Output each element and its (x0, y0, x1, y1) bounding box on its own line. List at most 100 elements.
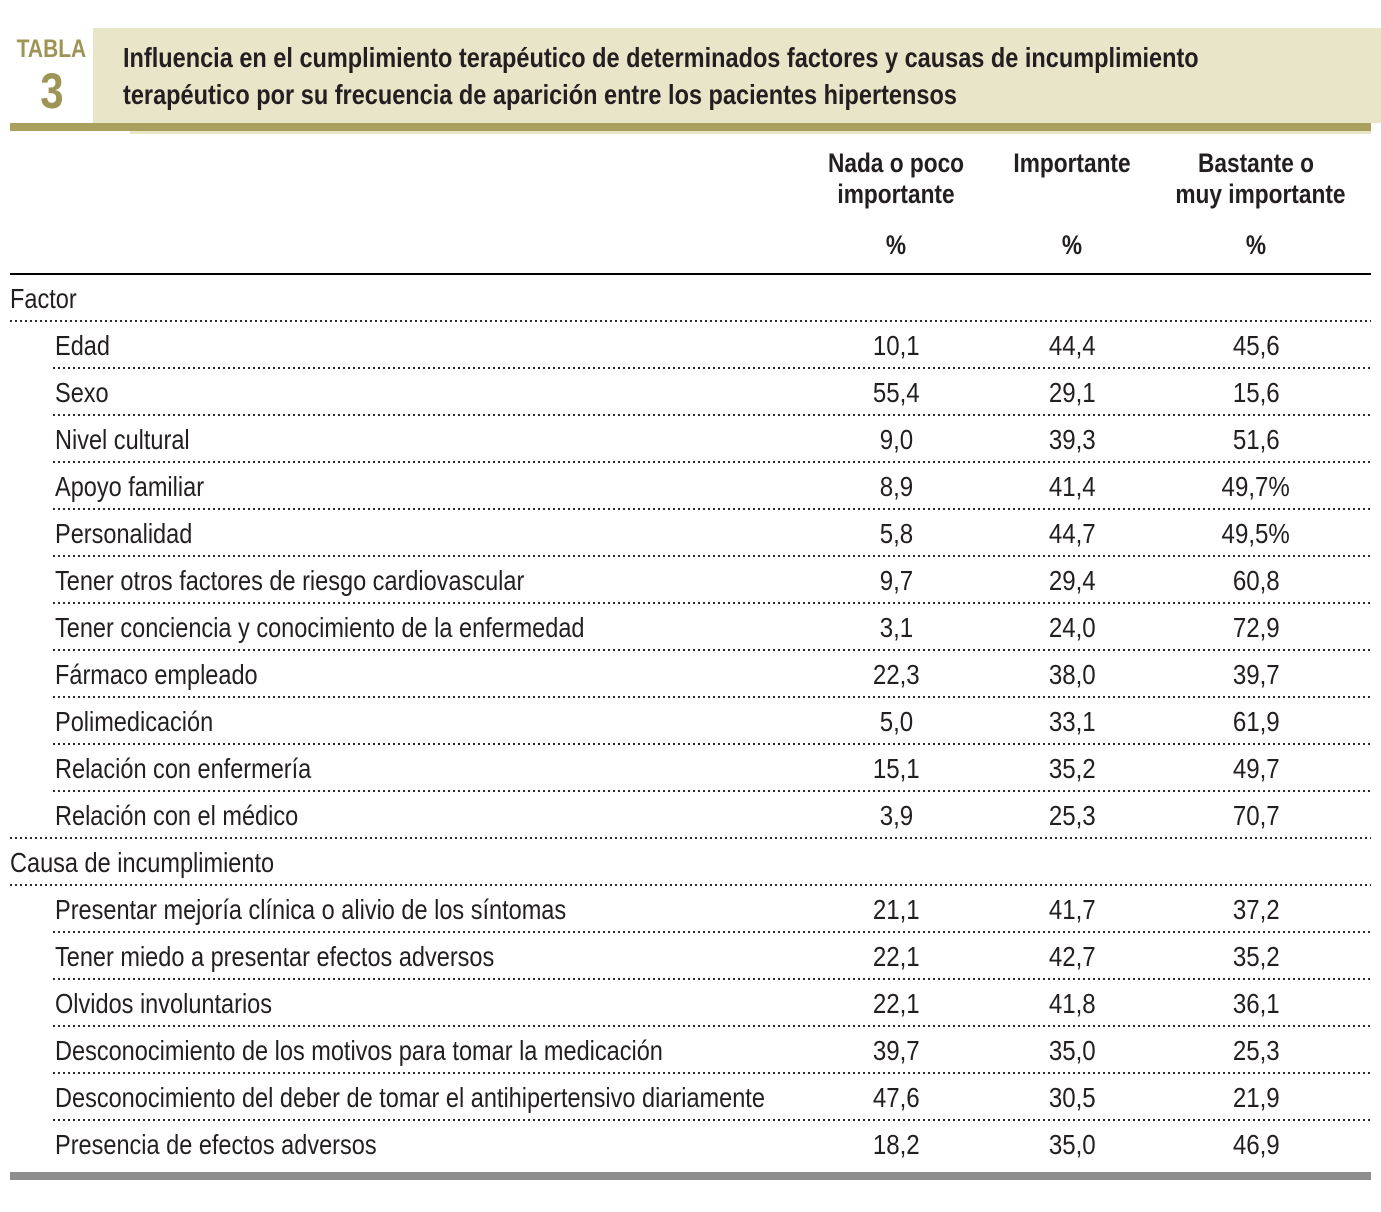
value-cell-importante: 41,4 (1048, 470, 1096, 502)
value-cell-importante: 35,0 (1048, 1034, 1096, 1066)
value-cell-bastante-o-muy-importante: 49,7 (1232, 752, 1280, 784)
table-row: Fármaco empleado 22,3 38,0 39,7 (0, 651, 1381, 698)
row-label: Tener conciencia y conocimiento de la en… (55, 611, 585, 643)
table-header: TABLA 3 Influencia en el cumplimiento te… (0, 28, 1381, 123)
column-unit: % (1061, 230, 1083, 260)
table-badge-number: 3 (39, 63, 64, 119)
table-row: Causa de incumplimiento (0, 839, 1381, 886)
row-label: Causa de incumplimiento (10, 846, 275, 878)
value-cell-importante: 42,7 (1048, 940, 1096, 972)
table-row: Edad 10,1 44,4 45,6 (0, 322, 1381, 369)
value-cell-importante: 44,4 (1048, 329, 1096, 361)
value-cell-bastante-o-muy-importante: 49,7% (1221, 470, 1291, 502)
value-cell-nada-o-poco-importante: 18,2 (872, 1128, 920, 1160)
value-cell-nada-o-poco-importante: 5,0 (879, 705, 913, 737)
value-cell-nada-o-poco-importante: 10,1 (872, 329, 920, 361)
value-cell-nada-o-poco-importante: 3,1 (879, 611, 913, 643)
value-cell-nada-o-poco-importante: 22,1 (872, 940, 920, 972)
value-cell-bastante-o-muy-importante: 60,8 (1232, 564, 1280, 596)
table-badge: TABLA 3 (10, 28, 93, 123)
row-label: Factor (10, 282, 77, 314)
row-label: Tener otros factores de riesgo cardiovas… (55, 564, 525, 596)
column-header-line: Bastante o (1198, 148, 1314, 178)
table-badge-word: TABLA (16, 35, 87, 63)
value-cell-nada-o-poco-importante: 22,1 (872, 987, 920, 1019)
table-row: Desconocimiento de los motivos para toma… (0, 1027, 1381, 1074)
value-cell-nada-o-poco-importante: 9,7 (879, 564, 913, 596)
row-label: Relación con el médico (55, 799, 299, 831)
value-cell-nada-o-poco-importante: 15,1 (872, 752, 920, 784)
value-cell-importante: 44,7 (1048, 517, 1096, 549)
column-header-line: importante (837, 179, 955, 209)
value-cell-nada-o-poco-importante: 8,9 (879, 470, 913, 502)
table-row: Apoyo familiar 8,9 41,4 49,7% (0, 463, 1381, 510)
value-cell-importante: 38,0 (1048, 658, 1096, 690)
value-cell-bastante-o-muy-importante: 37,2 (1232, 893, 1280, 925)
table-title-line-2: terapéutico por su frecuencia de aparici… (122, 78, 957, 110)
row-label: Fármaco empleado (55, 658, 258, 690)
value-cell-nada-o-poco-importante: 9,0 (879, 423, 913, 455)
header-rule (10, 273, 1371, 275)
table-row: Presentar mejoría clínica o alivio de lo… (0, 886, 1381, 933)
row-label: Nivel cultural (55, 423, 190, 455)
value-cell-nada-o-poco-importante: 22,3 (872, 658, 920, 690)
table-row: Nivel cultural 9,0 39,3 51,6 (0, 416, 1381, 463)
value-cell-bastante-o-muy-importante: 45,6 (1232, 329, 1280, 361)
value-cell-importante: 39,3 (1048, 423, 1096, 455)
value-cell-bastante-o-muy-importante: 46,9 (1232, 1128, 1280, 1160)
table-row: Tener miedo a presentar efectos adversos… (0, 933, 1381, 980)
row-label: Desconocimiento de los motivos para toma… (55, 1034, 663, 1066)
value-cell-nada-o-poco-importante: 5,8 (879, 517, 913, 549)
column-headers: Nada o poco importante % Importante % Ba… (0, 148, 1381, 261)
table-row: Olvidos involuntarios 22,1 41,8 36,1 (0, 980, 1381, 1027)
row-label: Presencia de efectos adversos (55, 1128, 377, 1160)
row-label: Polimedicación (55, 705, 214, 737)
value-cell-importante: 41,7 (1048, 893, 1096, 925)
value-cell-bastante-o-muy-importante: 35,2 (1232, 940, 1280, 972)
value-cell-bastante-o-muy-importante: 36,1 (1232, 987, 1280, 1019)
accent-divider-substrip (130, 131, 1371, 134)
column-header-nada-o-poco-importante: Nada o poco importante % (808, 148, 984, 261)
row-label: Desconocimiento del deber de tomar el an… (55, 1081, 765, 1113)
row-label: Presentar mejoría clínica o alivio de lo… (55, 893, 567, 925)
table-figure: TABLA 3 Influencia en el cumplimiento te… (0, 28, 1381, 1212)
value-cell-bastante-o-muy-importante (1160, 283, 1352, 315)
row-label: Personalidad (55, 517, 193, 549)
table-row: Desconocimiento del deber de tomar el an… (0, 1074, 1381, 1121)
table-title: Influencia en el cumplimiento terapéutic… (123, 39, 1381, 113)
value-cell-importante: 29,1 (1048, 376, 1096, 408)
value-cell-nada-o-poco-importante (808, 283, 984, 315)
value-cell-nada-o-poco-importante: 39,7 (872, 1034, 920, 1066)
row-label: Sexo (55, 376, 109, 408)
row-label: Apoyo familiar (55, 470, 205, 502)
row-label: Relación con enfermería (55, 752, 312, 784)
value-cell-bastante-o-muy-importante: 39,7 (1232, 658, 1280, 690)
row-label: Tener miedo a presentar efectos adversos (55, 940, 495, 972)
value-cell-importante: 33,1 (1048, 705, 1096, 737)
value-cell-nada-o-poco-importante: 55,4 (872, 376, 920, 408)
value-cell-nada-o-poco-importante (808, 847, 984, 879)
value-cell-importante (984, 847, 1160, 879)
value-cell-importante: 29,4 (1048, 564, 1096, 596)
value-cell-importante: 35,2 (1048, 752, 1096, 784)
value-cell-bastante-o-muy-importante: 51,6 (1232, 423, 1280, 455)
value-cell-bastante-o-muy-importante: 61,9 (1232, 705, 1280, 737)
value-cell-bastante-o-muy-importante: 70,7 (1232, 799, 1280, 831)
table-row: Relación con enfermería 15,1 35,2 49,7 (0, 745, 1381, 792)
value-cell-importante: 24,0 (1048, 611, 1096, 643)
value-cell-nada-o-poco-importante: 47,6 (872, 1081, 920, 1113)
value-cell-bastante-o-muy-importante: 49,5% (1221, 517, 1291, 549)
row-label: Olvidos involuntarios (55, 987, 273, 1019)
row-label-column-spacer (10, 148, 808, 261)
value-cell-importante: 35,0 (1048, 1128, 1096, 1160)
table-bottom-bar (10, 1172, 1371, 1180)
accent-divider-bar (10, 123, 1371, 131)
column-unit: % (1245, 230, 1267, 260)
value-cell-bastante-o-muy-importante: 72,9 (1232, 611, 1280, 643)
table-row: Polimedicación 5,0 33,1 61,9 (0, 698, 1381, 745)
value-cell-importante: 30,5 (1048, 1081, 1096, 1113)
column-header-bastante-o-muy-importante: Bastante o muy importante % (1160, 148, 1352, 261)
title-band: Influencia en el cumplimiento terapéutic… (92, 28, 1381, 123)
value-cell-bastante-o-muy-importante (1160, 847, 1352, 879)
value-cell-bastante-o-muy-importante: 25,3 (1232, 1034, 1280, 1066)
